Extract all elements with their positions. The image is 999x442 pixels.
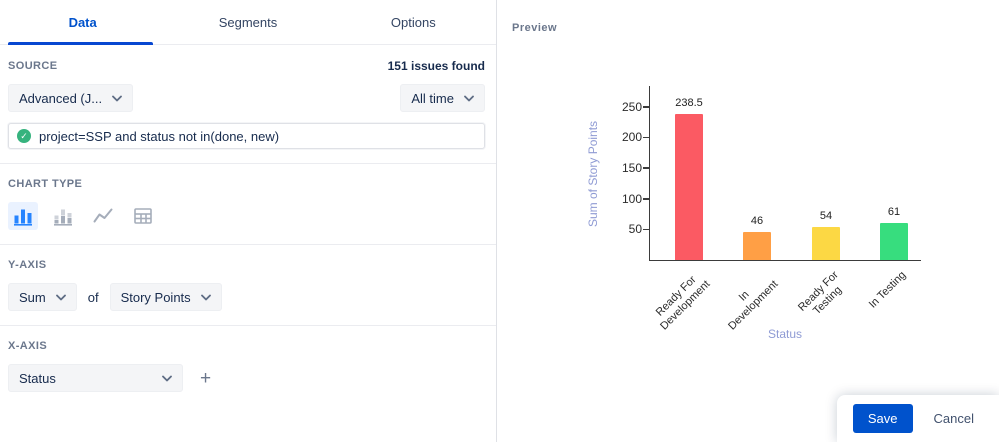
bar-value-label: 238.5	[675, 96, 703, 109]
add-x-axis-button[interactable]: +	[196, 367, 215, 390]
preview-label: Preview	[512, 22, 558, 34]
chevron-down-icon	[162, 375, 172, 382]
bar	[880, 222, 908, 260]
bar-value-label: 54	[819, 209, 833, 222]
x-axis-field-dropdown[interactable]: Status	[8, 364, 183, 392]
table-icon[interactable]	[128, 202, 158, 230]
stacked-bar-chart-icon[interactable]	[48, 202, 78, 230]
chart-type-picker	[8, 202, 485, 230]
x-axis-field-value: Status	[19, 370, 56, 386]
bar	[675, 113, 703, 260]
y-tick-mark	[643, 228, 649, 231]
aggregation-dropdown[interactable]: Sum	[8, 283, 77, 311]
y-tick-label: 200	[621, 130, 642, 145]
bar	[812, 226, 840, 260]
save-button[interactable]: Save	[852, 404, 913, 433]
of-label: of	[87, 289, 99, 305]
x-axis-title: Status	[767, 327, 803, 341]
issues-found-count: 151 issues found	[387, 59, 485, 73]
source-type-value: Advanced (J...	[19, 90, 103, 106]
y-tick-label: 250	[621, 99, 642, 114]
aggregation-value: Sum	[19, 289, 46, 305]
y-tick-label: 150	[621, 160, 642, 175]
tab-bar: Data Segments Options	[0, 0, 496, 45]
chevron-down-icon	[464, 95, 474, 102]
source-type-dropdown[interactable]: Advanced (J...	[8, 84, 134, 112]
x-tick-label: Ready For Development	[653, 273, 713, 333]
x-axis-section: X-Axis Status +	[0, 326, 496, 406]
x-axis-section-label: X-Axis	[8, 340, 48, 352]
jql-query-field[interactable]: ✓	[8, 123, 485, 149]
tab-segments[interactable]: Segments	[218, 14, 278, 30]
query-valid-check-icon: ✓	[17, 129, 31, 143]
y-tick-mark	[643, 136, 649, 139]
y-tick-mark	[643, 198, 649, 200]
bar-value-label: 61	[887, 205, 901, 218]
preview-panel: Preview Sum of Story Points 50 100 150 200 2…	[498, 0, 999, 442]
chevron-down-icon	[55, 294, 66, 301]
source-section: Source 151 issues found Advanced (J... A…	[0, 45, 496, 164]
bar-chart-preview: Sum of Story Points 50 100 150 200 250 238.5 R…	[586, 86, 921, 341]
jql-query-input[interactable]	[39, 128, 476, 144]
config-panel: Data Segments Options Source 151 issues …	[0, 0, 497, 442]
chevron-down-icon	[200, 294, 211, 301]
y-tick-mark	[643, 167, 649, 169]
line-chart-icon[interactable]	[88, 202, 118, 230]
time-range-value: All time	[411, 90, 454, 106]
footer-actions: Save Cancel	[836, 395, 999, 442]
tab-options[interactable]: Options	[390, 14, 436, 30]
plot-area: 50 100 150 200 250 238.5 Ready For Development…	[622, 86, 921, 333]
y-axis-field-value: Story Points	[120, 289, 191, 305]
y-axis-field-dropdown[interactable]: Story Points	[109, 283, 222, 311]
y-tick-label: 50	[628, 222, 642, 237]
cancel-button[interactable]: Cancel	[923, 404, 985, 433]
y-axis-title: Sum of Story Points	[586, 120, 600, 227]
y-axis-section-label: Y-Axis	[8, 259, 47, 271]
source-section-label: Source	[8, 60, 58, 72]
chart-type-section: Chart type	[0, 164, 496, 245]
x-tick-label: In Testing	[866, 269, 909, 311]
bar	[743, 231, 771, 260]
chevron-down-icon	[112, 95, 123, 102]
y-axis-section: Y-Axis Sum of Story Points	[0, 245, 496, 326]
time-range-dropdown[interactable]: All time	[400, 84, 485, 112]
chart-type-section-label: Chart type	[8, 178, 83, 190]
bar-value-label: 46	[750, 214, 764, 227]
x-tick-label: Ready For Testing	[795, 269, 844, 318]
x-tick-label: In Development	[726, 278, 781, 333]
bar-chart-icon[interactable]	[8, 202, 38, 230]
y-tick-label: 100	[621, 191, 642, 206]
y-tick-mark	[643, 106, 649, 108]
tab-data[interactable]: Data	[0, 0, 165, 45]
